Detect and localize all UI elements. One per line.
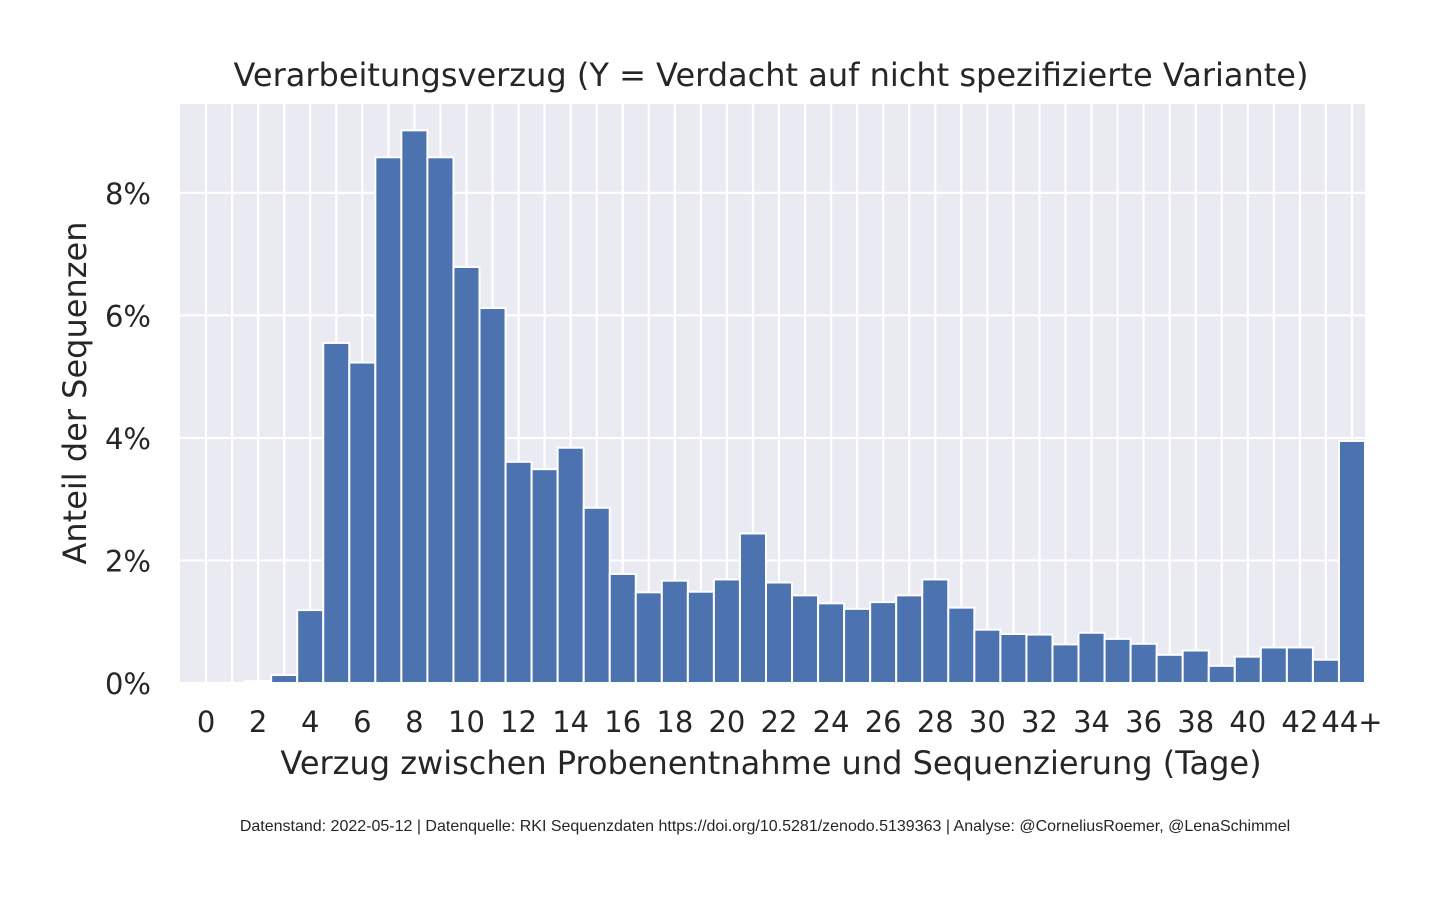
bar-34 — [1077, 631, 1106, 684]
x-tick-label: 14 — [552, 705, 589, 739]
chart: 0%2%4%6%8% 0 2 4 6 8 10 12 14 16 18 20 22 24 26 28 30 32… — [56, 56, 1383, 782]
y-tick-label: 8% — [105, 177, 151, 211]
x-tick-label: 4 — [301, 705, 319, 739]
bar-12 — [504, 460, 533, 685]
bar-28 — [921, 578, 950, 685]
x-tick-label: 28 — [917, 705, 954, 739]
bar-27 — [895, 594, 924, 685]
bar-7 — [374, 156, 403, 685]
x-tick-label: 24 — [813, 705, 850, 739]
x-tick-label: 18 — [656, 705, 693, 739]
x-tick-label: 34 — [1073, 705, 1110, 739]
bar-18 — [660, 579, 689, 685]
bar-30 — [973, 628, 1002, 685]
bar-14 — [556, 446, 585, 684]
x-tick-label: 38 — [1177, 705, 1214, 739]
x-tick-label: 20 — [708, 705, 745, 739]
bar-19 — [686, 590, 715, 685]
x-tick-label: 10 — [448, 705, 485, 739]
y-tick-labels: 0% 2% 4% 6% 8% — [105, 177, 151, 701]
y-tick-label: 0% — [105, 667, 151, 701]
bar-9 — [426, 156, 455, 685]
bar-33 — [1051, 643, 1080, 685]
bar-15 — [582, 506, 611, 684]
y-tick-label: 4% — [105, 422, 151, 456]
x-tick-label: 32 — [1021, 705, 1058, 739]
x-tick-label: 26 — [865, 705, 902, 739]
x-tick-label: 8 — [405, 705, 423, 739]
x-tick-label: 16 — [604, 705, 641, 739]
bar-26 — [869, 601, 898, 684]
bar-39 — [1207, 664, 1236, 684]
bar-17 — [634, 591, 663, 684]
bar-24 — [817, 602, 846, 684]
bar-29 — [947, 606, 976, 685]
x-tick-label: 40 — [1229, 705, 1266, 739]
x-tick-label: 6 — [353, 705, 371, 739]
y-tick-label: 6% — [105, 299, 151, 333]
bar-41 — [1259, 646, 1288, 685]
bar-16 — [608, 572, 637, 685]
bars — [244, 129, 1367, 685]
bar-32 — [1025, 633, 1054, 684]
bar-2 — [244, 680, 273, 685]
x-tick-label: 30 — [969, 705, 1006, 739]
x-tick-label: 42 — [1281, 705, 1318, 739]
x-tick-labels: 0 2 4 6 8 10 12 14 16 18 20 22 24 26 28 30 32 34 36 38 40 42 4… — [197, 705, 1383, 739]
bar-10 — [452, 265, 481, 684]
x-axis-label: Verzug zwischen Probenentnahme und Seque… — [280, 744, 1261, 782]
bar-4 — [296, 609, 325, 684]
bar-35 — [1103, 637, 1132, 685]
bar-22 — [764, 581, 794, 684]
y-tick-label: 2% — [105, 544, 151, 578]
bar-42 — [1285, 646, 1314, 685]
chart-title: Verarbeitungsverzug (Y = Verdacht auf ni… — [234, 56, 1309, 94]
x-tick-label: 0 — [197, 705, 215, 739]
bar-6 — [348, 361, 377, 684]
bar-25 — [843, 607, 872, 684]
bar-21 — [738, 532, 767, 684]
x-tick-label: 12 — [500, 705, 537, 739]
x-tick-label: 2 — [249, 705, 267, 739]
bar-38 — [1181, 649, 1210, 684]
bar-8 — [400, 129, 429, 685]
bar-40 — [1233, 655, 1262, 685]
bar-3 — [270, 674, 299, 684]
bar-37 — [1155, 653, 1184, 684]
bar-44+ — [1337, 439, 1367, 684]
bar-23 — [791, 594, 820, 685]
x-tick-label: 22 — [761, 705, 798, 739]
bar-20 — [712, 578, 741, 685]
bar-36 — [1129, 642, 1158, 684]
bar-43 — [1311, 658, 1340, 685]
bar-31 — [999, 632, 1028, 685]
bar-13 — [530, 468, 559, 684]
footer-source-note: Datenstand: 2022-05-12 | Datenquelle: RK… — [239, 818, 1291, 835]
y-axis-label: Anteil der Sequenzen — [56, 221, 94, 564]
bar-5 — [322, 341, 351, 684]
x-tick-label: 36 — [1125, 705, 1162, 739]
x-tick-label: 44+ — [1321, 705, 1382, 739]
bar-11 — [478, 307, 507, 684]
